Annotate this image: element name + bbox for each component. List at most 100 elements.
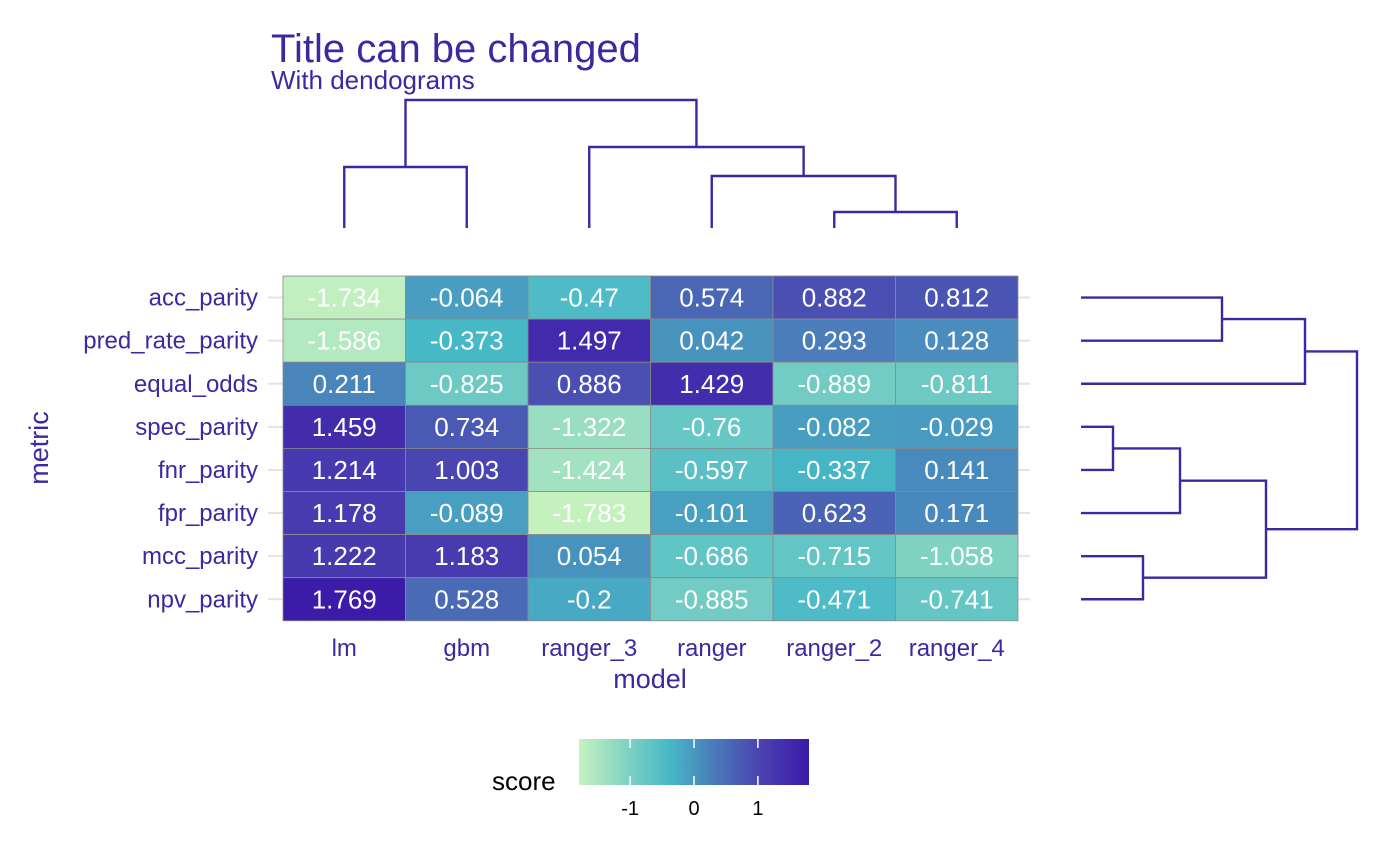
cell-value-label: -1.424 <box>552 455 626 485</box>
y-tick-label: npv_parity <box>147 586 258 613</box>
heatmap-cell <box>282 534 406 579</box>
cell-value-label: 0.141 <box>924 455 989 485</box>
heatmap-cell <box>895 491 1019 535</box>
dendrogram-branch <box>1081 317 1307 385</box>
heatmap-cell <box>527 404 651 449</box>
cell-value-label: -0.741 <box>920 584 994 614</box>
dendrogram-branch <box>404 98 698 167</box>
column-dendrogram <box>343 98 958 228</box>
heatmap-cells: -1.734 -0.064 -0.47 0.574 0.882 0.812 -1.586 -0… <box>282 275 1019 622</box>
cell-value-label: -0.064 <box>430 283 504 313</box>
cell-value-label: 1.003 <box>434 455 499 485</box>
heatmap-cell <box>527 491 651 535</box>
heatmap-cell <box>282 318 406 363</box>
cell-value-label: -0.029 <box>920 412 994 442</box>
dendrogram-branch <box>710 174 897 228</box>
cell-value-label: -0.715 <box>797 541 871 571</box>
cell-value-label: 1.183 <box>434 541 499 571</box>
heatmap-cell <box>405 577 529 622</box>
heatmap-cell <box>527 318 651 363</box>
cell-value-label: 0.734 <box>434 412 499 442</box>
cell-value-label: -0.885 <box>675 584 749 614</box>
cell-value-label: -0.373 <box>430 326 504 356</box>
heatmap-cell <box>405 361 529 406</box>
dendrogram-branch <box>1081 425 1115 472</box>
heatmap-cell <box>282 404 406 449</box>
cell-value-label: -0.76 <box>682 412 741 442</box>
x-tick-label: ranger_4 <box>909 635 1005 662</box>
cell-value-label: -0.686 <box>675 541 749 571</box>
legend-tick-label: 0 <box>688 798 699 820</box>
heatmap-cell <box>772 534 896 579</box>
heatmap-cell <box>895 275 1019 320</box>
heatmap-cell <box>282 577 406 622</box>
cell-value-label: -0.337 <box>797 455 871 485</box>
cell-value-label: -0.2 <box>567 584 612 614</box>
y-axis-title: metric <box>24 411 54 485</box>
cell-value-label: 1.769 <box>312 584 377 614</box>
dendrogram-branch <box>343 165 468 228</box>
cell-value-label: 1.497 <box>557 326 622 356</box>
heatmap-cell <box>772 275 896 320</box>
heatmap-cell <box>772 447 896 492</box>
heatmap-cell <box>772 404 896 449</box>
cell-value-label: -0.471 <box>797 584 871 614</box>
cell-value-label: -0.825 <box>430 369 504 399</box>
cell-value-label: -0.597 <box>675 455 749 485</box>
cell-value-label: 0.054 <box>557 541 622 571</box>
y-tick-label: pred_rate_parity <box>83 328 258 355</box>
x-tick-label: ranger_3 <box>541 635 637 662</box>
cell-value-label: 1.178 <box>312 498 377 528</box>
heatmap-cell <box>772 491 896 535</box>
x-tick-label: lm <box>332 635 357 662</box>
heatmap-cell <box>650 404 774 449</box>
heatmap-cell <box>282 361 406 406</box>
dendrogram-branch <box>588 145 805 228</box>
heatmap-cell <box>895 404 1019 449</box>
cell-value-label: -0.47 <box>560 283 619 313</box>
cell-value-label: -1.783 <box>552 498 626 528</box>
cell-value-label: 0.293 <box>802 326 867 356</box>
heatmap-cell <box>405 491 529 535</box>
x-axis-tick-labels: lm gbm ranger_3 ranger ranger_2 ranger_4 <box>332 635 1005 662</box>
y-tick-label: spec_parity <box>135 414 258 441</box>
dendrogram-branch <box>1081 447 1182 515</box>
heatmap-cell <box>282 275 406 320</box>
dendrogram-branch <box>1081 554 1145 601</box>
heatmap-cell <box>895 318 1019 363</box>
y-tick-label: equal_odds <box>134 371 258 398</box>
y-axis-tick-labels: acc_parity pred_rate_parity equal_oddsspec… <box>83 285 258 614</box>
heatmap-cell <box>650 361 774 406</box>
heatmap-cell <box>527 447 651 492</box>
legend-tick-label: 1 <box>752 798 763 820</box>
y-tick-label: fnr_parity <box>158 457 258 484</box>
heatmap-cell <box>895 534 1019 579</box>
dendrogram-branch <box>1143 479 1268 579</box>
chart-subtitle: With dendograms <box>271 65 475 95</box>
y-tick-label: fpr_parity <box>158 500 258 527</box>
cell-value-label: 0.882 <box>802 283 867 313</box>
cell-value-label: -0.889 <box>797 369 871 399</box>
cell-value-label: 1.222 <box>312 541 377 571</box>
dendrogram-branch <box>1266 350 1359 531</box>
cell-value-label: 1.459 <box>312 412 377 442</box>
heatmap-cell <box>772 361 896 406</box>
heatmap-cell <box>405 404 529 449</box>
cell-value-label: 0.574 <box>679 283 744 313</box>
cell-value-label: 0.042 <box>679 326 744 356</box>
cell-value-label: -0.082 <box>797 412 871 442</box>
cell-value-label: 0.812 <box>924 283 989 313</box>
cell-value-label: -0.101 <box>675 498 749 528</box>
heatmap-cell <box>772 318 896 363</box>
x-tick-label: ranger <box>677 635 746 662</box>
cell-value-label: -0.811 <box>921 369 993 399</box>
cell-value-label: 0.886 <box>557 369 622 399</box>
cell-value-label: -1.058 <box>920 541 994 571</box>
heatmap-cell <box>527 361 651 406</box>
heatmap-cell <box>527 275 651 320</box>
color-legend: score -1 0 1 <box>492 739 809 820</box>
cell-value-label: 1.429 <box>679 369 744 399</box>
heatmap-cell <box>650 534 774 579</box>
heatmap-cell <box>527 534 651 579</box>
